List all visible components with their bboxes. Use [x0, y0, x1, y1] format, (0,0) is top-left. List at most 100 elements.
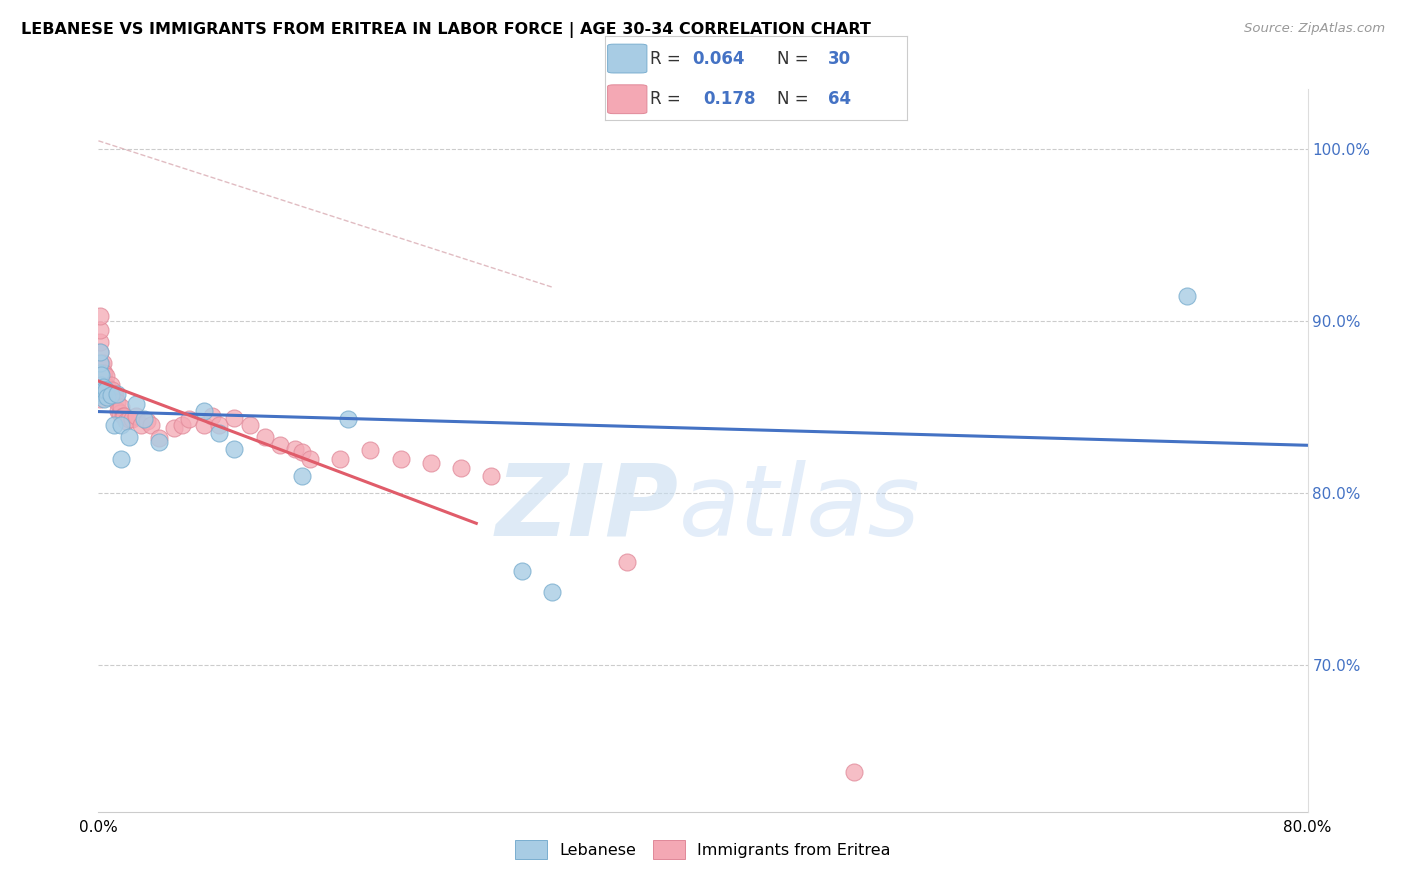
Point	[105, 395, 128, 409]
Point	[89, 392, 111, 406]
Point	[224, 410, 246, 425]
Point	[93, 392, 115, 406]
FancyBboxPatch shape	[607, 85, 647, 113]
Point	[94, 369, 117, 384]
Point	[1175, 288, 1198, 302]
Point	[224, 442, 246, 456]
Point	[540, 584, 562, 599]
Point	[100, 388, 122, 402]
Point	[118, 412, 141, 426]
Point	[389, 452, 412, 467]
Point	[91, 366, 114, 380]
Point	[110, 401, 132, 415]
Point	[90, 366, 112, 380]
Point	[108, 406, 131, 420]
Point	[107, 404, 129, 418]
Point	[96, 390, 118, 404]
Point	[148, 434, 170, 449]
Point	[89, 323, 111, 337]
Point	[104, 388, 127, 402]
Point	[90, 386, 112, 401]
Point	[132, 412, 155, 426]
Point	[94, 386, 117, 401]
Point	[844, 765, 866, 780]
Point	[93, 366, 115, 380]
Point	[90, 368, 112, 382]
Text: 30: 30	[828, 50, 852, 68]
FancyBboxPatch shape	[607, 45, 647, 73]
Text: N =: N =	[778, 50, 814, 68]
Point	[103, 417, 125, 432]
Point	[114, 414, 136, 428]
Point	[90, 378, 112, 392]
Point	[91, 386, 114, 401]
Point	[90, 376, 112, 391]
Point	[336, 412, 359, 426]
Point	[253, 430, 276, 444]
Point	[148, 432, 170, 446]
Point	[94, 378, 117, 392]
Point	[201, 409, 224, 423]
Point	[93, 384, 115, 398]
Point	[125, 409, 148, 423]
Point	[93, 384, 115, 398]
Text: R =: R =	[650, 50, 686, 68]
Point	[291, 445, 314, 459]
Point	[329, 452, 352, 467]
Point	[91, 386, 114, 401]
Point	[420, 455, 443, 469]
Point	[110, 417, 132, 432]
Point	[291, 469, 314, 483]
Point	[163, 421, 186, 435]
Point	[89, 334, 111, 349]
Text: ZIP: ZIP	[496, 459, 679, 557]
Point	[89, 358, 111, 372]
Point	[89, 380, 111, 394]
Point	[100, 378, 122, 392]
Point	[96, 380, 118, 394]
Point	[98, 384, 121, 398]
Point	[118, 430, 141, 444]
Point	[616, 555, 638, 569]
Point	[135, 414, 157, 428]
Point	[91, 356, 114, 370]
Point	[239, 417, 262, 432]
Point	[284, 442, 307, 456]
Point	[93, 375, 115, 389]
Point	[110, 452, 132, 467]
Point	[89, 366, 111, 380]
Point	[96, 390, 118, 404]
Point	[94, 384, 117, 398]
Point	[91, 380, 114, 394]
Text: N =: N =	[778, 90, 814, 108]
Point	[299, 452, 322, 467]
Point	[89, 380, 111, 394]
Text: 0.064: 0.064	[692, 50, 745, 68]
Text: Source: ZipAtlas.com: Source: ZipAtlas.com	[1244, 22, 1385, 36]
Point	[208, 426, 231, 441]
Point	[170, 417, 193, 432]
Legend: Lebanese, Immigrants from Eritrea: Lebanese, Immigrants from Eritrea	[509, 834, 897, 865]
Point	[208, 417, 231, 432]
Point	[103, 386, 125, 401]
Point	[90, 388, 112, 402]
Point	[179, 412, 201, 426]
Point	[121, 412, 143, 426]
Point	[101, 384, 124, 398]
Point	[269, 438, 291, 452]
Text: R =: R =	[650, 90, 692, 108]
Point	[481, 469, 503, 483]
Point	[89, 345, 111, 359]
Text: 64: 64	[828, 90, 852, 108]
Point	[129, 417, 152, 432]
Text: LEBANESE VS IMMIGRANTS FROM ERITREA IN LABOR FORCE | AGE 30-34 CORRELATION CHART: LEBANESE VS IMMIGRANTS FROM ERITREA IN L…	[21, 22, 870, 38]
Point	[141, 417, 163, 432]
Point	[91, 376, 114, 391]
Point	[89, 356, 111, 370]
Point	[193, 417, 215, 432]
Point	[105, 386, 128, 401]
Point	[90, 358, 112, 372]
Point	[89, 345, 111, 359]
Point	[112, 409, 135, 423]
Point	[360, 443, 382, 458]
